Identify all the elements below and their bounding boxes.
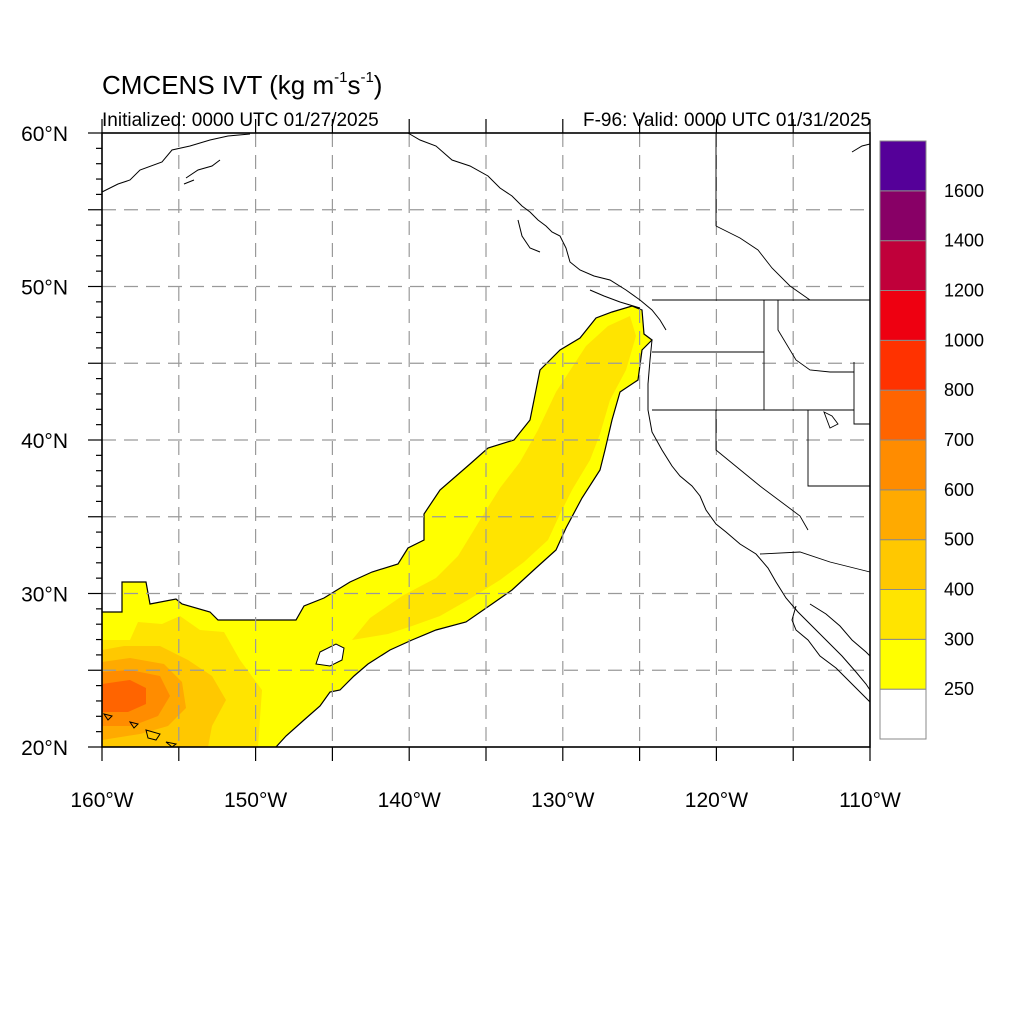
ivt-300-400-region <box>102 306 652 747</box>
valid-time-label: F-96: Valid: 0000 UTC 01/31/2025 <box>583 110 871 131</box>
y-tick-label: 20°N <box>21 737 68 760</box>
colorbar-swatch <box>879 638 927 690</box>
bc-islands <box>517 219 641 309</box>
us-mexico-border <box>759 551 871 573</box>
axis-tick-labels: 160°W 150°W 140°W 130°W 120°W 110°W 20°N 30°N 40… <box>21 123 901 812</box>
ivt-400-500-core <box>352 316 636 640</box>
y-tick-label: 50°N <box>21 277 68 300</box>
colorbar-label: 1600 <box>944 181 984 201</box>
x-tick-label: 160°W <box>70 789 133 812</box>
axis-ticks <box>88 119 871 761</box>
colorbar-swatch <box>879 688 927 740</box>
graticule <box>102 133 870 747</box>
colorbar-swatch <box>879 190 927 242</box>
colorbar-swatch <box>879 589 927 640</box>
alaska-islands <box>183 159 221 185</box>
colorbar-swatch <box>879 140 927 192</box>
y-tick-label: 60°N <box>21 123 68 146</box>
y-tick-label: 30°N <box>21 584 68 607</box>
bc-alberta-border <box>715 225 811 301</box>
colorbar-label: 250 <box>944 679 974 699</box>
colorbar-label: 500 <box>944 530 974 550</box>
colorbar-swatch <box>879 339 927 391</box>
x-tick-label: 110°W <box>839 789 901 812</box>
colorbar <box>879 140 927 740</box>
baja-coast <box>791 605 871 703</box>
colorbar-label: 600 <box>944 480 974 500</box>
init-time-label: Initialized: 0000 UTC 01/27/2025 <box>102 110 379 131</box>
hawaii-islands <box>102 713 178 748</box>
political-borders <box>652 133 871 573</box>
ivt-field <box>102 305 653 747</box>
colorbar-label: 700 <box>944 430 974 450</box>
ivt-800-1000-region <box>102 680 146 712</box>
sea-of-cortez-coast <box>809 603 871 657</box>
colorbar-swatch <box>879 389 927 441</box>
ivt-250-contour <box>102 305 653 747</box>
colorbar-label: 1000 <box>944 330 984 350</box>
gulf-of-alaska-coast <box>407 132 667 331</box>
lake-outline <box>823 411 839 429</box>
colorbar-label: 400 <box>944 580 974 600</box>
x-tick-label: 120°W <box>685 789 748 812</box>
colorbar-labels: 250 300 400 500 600 700 800 1000 1200 1400 1600 <box>944 181 984 699</box>
y-tick-label: 40°N <box>21 430 68 453</box>
us-west-coast <box>647 339 871 691</box>
x-tick-label: 130°W <box>531 789 594 812</box>
wa-or-id-borders <box>652 300 854 410</box>
colorbar-swatch <box>879 290 927 341</box>
chart-title: CMCENS IVT (kg m-1s-1) <box>102 69 383 100</box>
colorbar-swatch <box>879 489 927 541</box>
x-tick-label: 150°W <box>224 789 287 812</box>
hudson-coast <box>851 143 871 153</box>
colorbar-swatch <box>879 240 927 292</box>
colorbar-label: 800 <box>944 380 974 400</box>
colorbar-swatch <box>879 539 927 591</box>
alaska-coast <box>101 133 251 193</box>
colorbar-label: 1200 <box>944 281 984 301</box>
x-tick-label: 140°W <box>378 789 441 812</box>
ivt-below-250-hole <box>315 643 345 667</box>
colorbar-label: 300 <box>944 629 974 649</box>
coastlines <box>101 132 871 748</box>
nv-ut-az-borders <box>807 362 870 487</box>
colorbar-label: 1400 <box>944 231 984 251</box>
ca-nv-diagonal <box>715 410 809 531</box>
colorbar-swatch <box>879 439 927 491</box>
